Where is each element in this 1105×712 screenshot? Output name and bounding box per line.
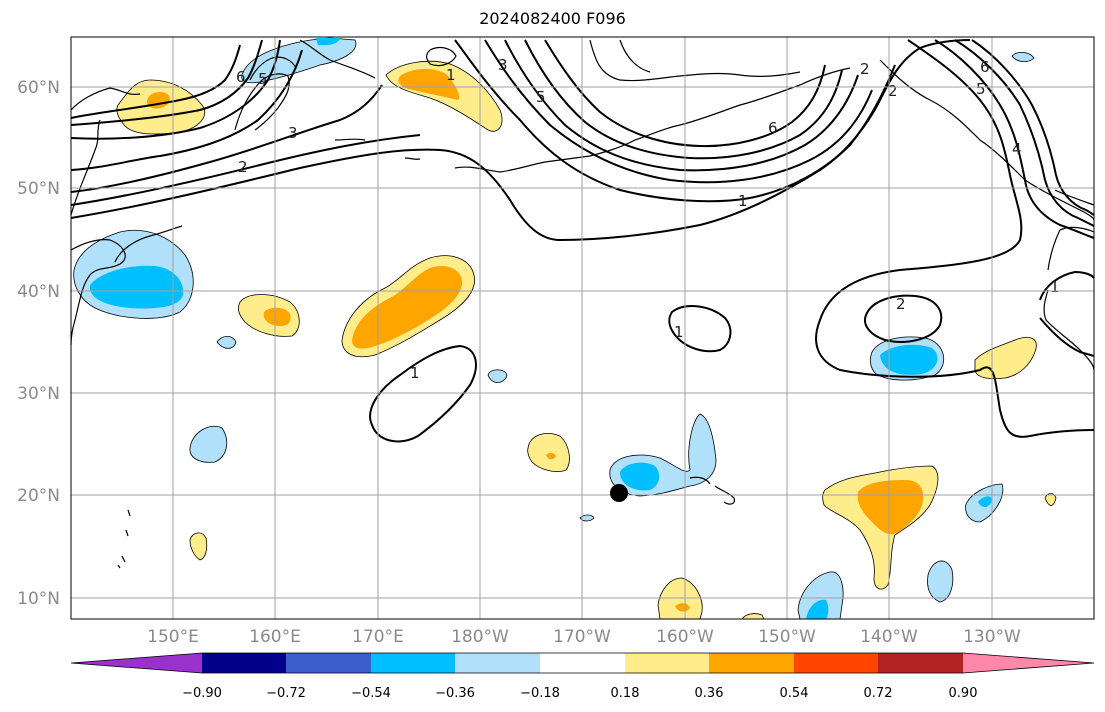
lon-label: 130°W xyxy=(963,627,1021,647)
colorbar-tick-label: −0.18 xyxy=(520,686,560,701)
coastlines xyxy=(70,39,1095,569)
positive-anomaly-shading xyxy=(116,60,1057,620)
contour-label: 5 xyxy=(976,80,986,98)
colorbar-segment xyxy=(202,653,286,673)
contour-label: 2 xyxy=(888,82,898,100)
lat-label: 10°N xyxy=(17,589,60,609)
contour-label: 2 xyxy=(238,158,248,176)
contour-lines xyxy=(70,39,1095,443)
latitude-labels: 10°N 20°N 30°N 40°N 50°N 60°N xyxy=(17,78,60,609)
colorbar-segment xyxy=(709,653,794,673)
colorbar-tick-label: 0.18 xyxy=(611,686,640,701)
colorbar-segment xyxy=(625,653,709,673)
lat-label: 40°N xyxy=(17,282,60,302)
colorbar-tick-label: 0.36 xyxy=(695,686,724,701)
lon-label: 160°E xyxy=(249,627,301,647)
colorbar xyxy=(70,652,1095,674)
lat-label: 30°N xyxy=(17,384,60,404)
lon-label: 150°E xyxy=(147,627,199,647)
colorbar-segment xyxy=(878,653,963,673)
contour-label: 3 xyxy=(288,124,298,142)
colorbar-tick-label: 0.72 xyxy=(864,686,893,701)
location-marker-icon xyxy=(610,484,628,502)
contour-label: 1 xyxy=(674,323,684,341)
contour-label: 6 xyxy=(980,58,990,76)
contour-label: 1 xyxy=(1050,278,1060,296)
map-frame xyxy=(70,36,1095,620)
graticule xyxy=(71,37,1094,619)
lon-label: 170°E xyxy=(352,627,404,647)
colorbar-segment xyxy=(371,653,455,673)
lat-label: 60°N xyxy=(17,78,60,98)
colorbar-segment xyxy=(286,653,371,673)
colorbar-extend-high xyxy=(963,653,1094,673)
contour-label: 5 xyxy=(536,88,546,106)
lat-label: 20°N xyxy=(17,486,60,506)
lat-label: 50°N xyxy=(17,179,60,199)
contour-label: 6 xyxy=(236,68,246,86)
colorbar-tick-labels: −0.90 −0.72 −0.54 −0.36 −0.18 0.18 0.36 … xyxy=(182,686,977,701)
contour-label: 1 xyxy=(410,364,420,382)
contour-label: 5 xyxy=(258,70,268,88)
contour-label: 4 xyxy=(1012,140,1022,158)
colorbar-outline xyxy=(70,652,1095,674)
colorbar-segment xyxy=(794,653,878,673)
lon-label: 180°W xyxy=(451,627,509,647)
colorbar-segment xyxy=(455,653,540,673)
lon-label: 140°W xyxy=(860,627,918,647)
colorbar-tick-label: −0.72 xyxy=(266,686,306,701)
colorbar-tick-label: 0.90 xyxy=(949,686,978,701)
lon-label: 160°W xyxy=(656,627,714,647)
colorbar-tick-label: −0.36 xyxy=(435,686,475,701)
contour-label: 6 xyxy=(768,119,778,137)
contour-label: 3 xyxy=(498,56,508,74)
lon-label: 150°W xyxy=(758,627,816,647)
colorbar-tick-label: 0.54 xyxy=(780,686,809,701)
contour-label: 1 xyxy=(446,66,456,84)
contour-label: 2 xyxy=(896,295,906,313)
colorbar-tick-label: −0.90 xyxy=(182,686,222,701)
lon-label: 170°W xyxy=(553,627,611,647)
contour-label-group: 6 5 3 2 1 3 5 2 6 1 1 2 1 2 6 5 4 1 xyxy=(236,56,1060,382)
contour-label: 1 xyxy=(738,192,748,210)
longitude-labels: 150°E 160°E 170°E 180°W 170°W 160°W 150°… xyxy=(147,627,1021,647)
colorbar-segment xyxy=(540,653,625,673)
contour-label: 2 xyxy=(860,60,870,78)
colorbar-extend-low xyxy=(71,653,202,673)
negative-anomaly-shading xyxy=(73,37,1035,620)
colorbar-tick-label: −0.54 xyxy=(351,686,391,701)
map-title: 2024082400 F096 xyxy=(479,9,626,28)
